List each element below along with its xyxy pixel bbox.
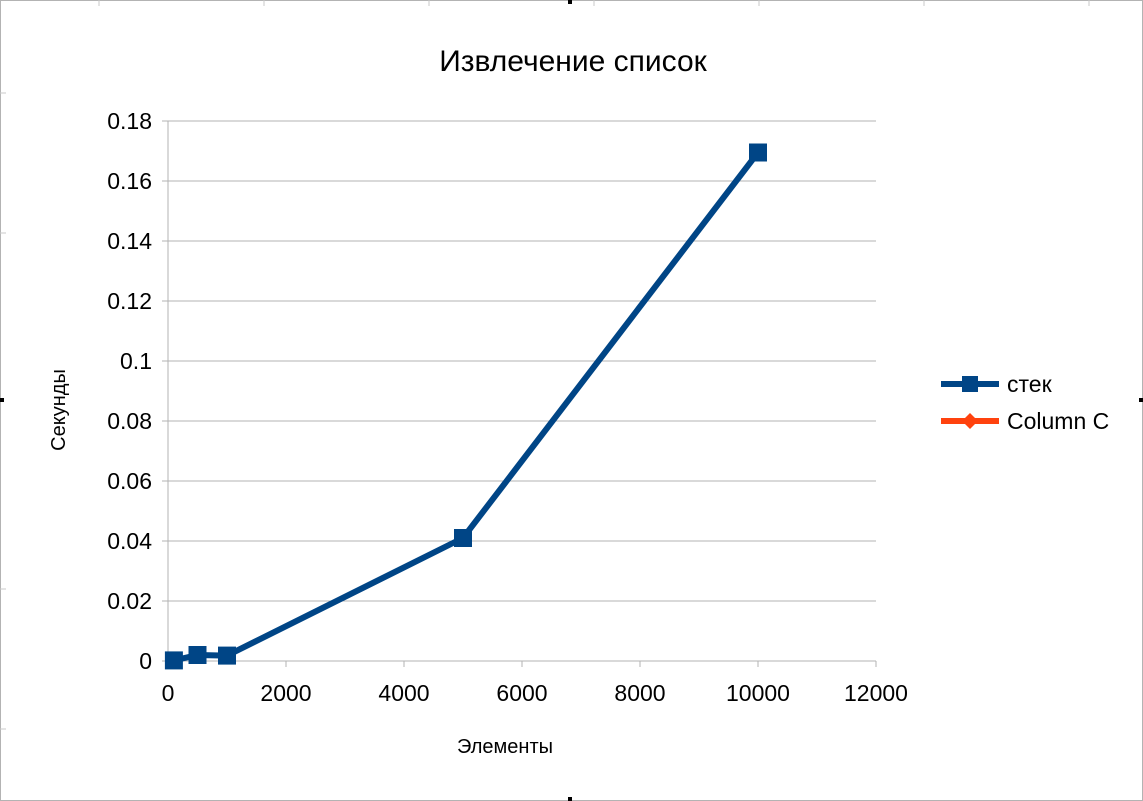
- y-tick-label: 0.1: [120, 348, 152, 374]
- y-tick-label: 0.14: [107, 228, 152, 254]
- y-tick-label: 0.16: [107, 168, 152, 194]
- x-tick-label: 10000: [726, 680, 790, 706]
- data-point: [454, 529, 472, 547]
- y-tick-label: 0.12: [107, 288, 152, 314]
- handle-left[interactable]: [0, 398, 4, 402]
- y-tick-label: 0: [139, 648, 152, 674]
- y-tick-label: 0.04: [107, 528, 152, 554]
- y-axis-label: Секунды: [48, 369, 70, 451]
- sheet-gridline-marks: [0, 0, 1090, 730]
- legend-marker: [962, 376, 978, 392]
- x-tick-label: 8000: [614, 680, 665, 706]
- data-point: [188, 646, 207, 664]
- x-tick-label: 6000: [496, 680, 547, 706]
- plot-area: 0 0.02 0.04 0.06 0.08 0.1 0.12 0.14 0.16 0.18 0 20…: [107, 108, 908, 706]
- x-tick-labels: 0 2000 4000 6000 8000 10000 12000: [162, 680, 908, 706]
- x-tick-label: 4000: [378, 680, 429, 706]
- legend-label: стек: [1007, 371, 1053, 397]
- legend-label: Column C: [1007, 408, 1109, 434]
- x-tick-label: 2000: [260, 680, 311, 706]
- legend: стек Column C: [941, 371, 1109, 434]
- handle-right[interactable]: [1139, 398, 1143, 402]
- handle-bottom[interactable]: [568, 797, 572, 801]
- y-tick-label: 0.08: [107, 408, 152, 434]
- y-tick-label: 0.06: [107, 468, 152, 494]
- y-tick-label: 0.18: [107, 108, 152, 134]
- y-tick-label: 0.02: [107, 588, 152, 614]
- legend-marker: [962, 413, 978, 429]
- data-point: [218, 646, 236, 665]
- data-point: [749, 143, 767, 162]
- data-point: [164, 651, 183, 670]
- handle-top[interactable]: [568, 0, 572, 4]
- x-tick-label: 12000: [844, 680, 908, 706]
- y-tick-labels: 0 0.02 0.04 0.06 0.08 0.1 0.12 0.14 0.16 0.18: [107, 108, 152, 674]
- series-layer: [164, 143, 767, 670]
- chart-title: Извлечение список: [439, 45, 707, 78]
- x-axis-label: Элементы: [457, 736, 553, 758]
- x-tick-label: 0: [162, 680, 175, 706]
